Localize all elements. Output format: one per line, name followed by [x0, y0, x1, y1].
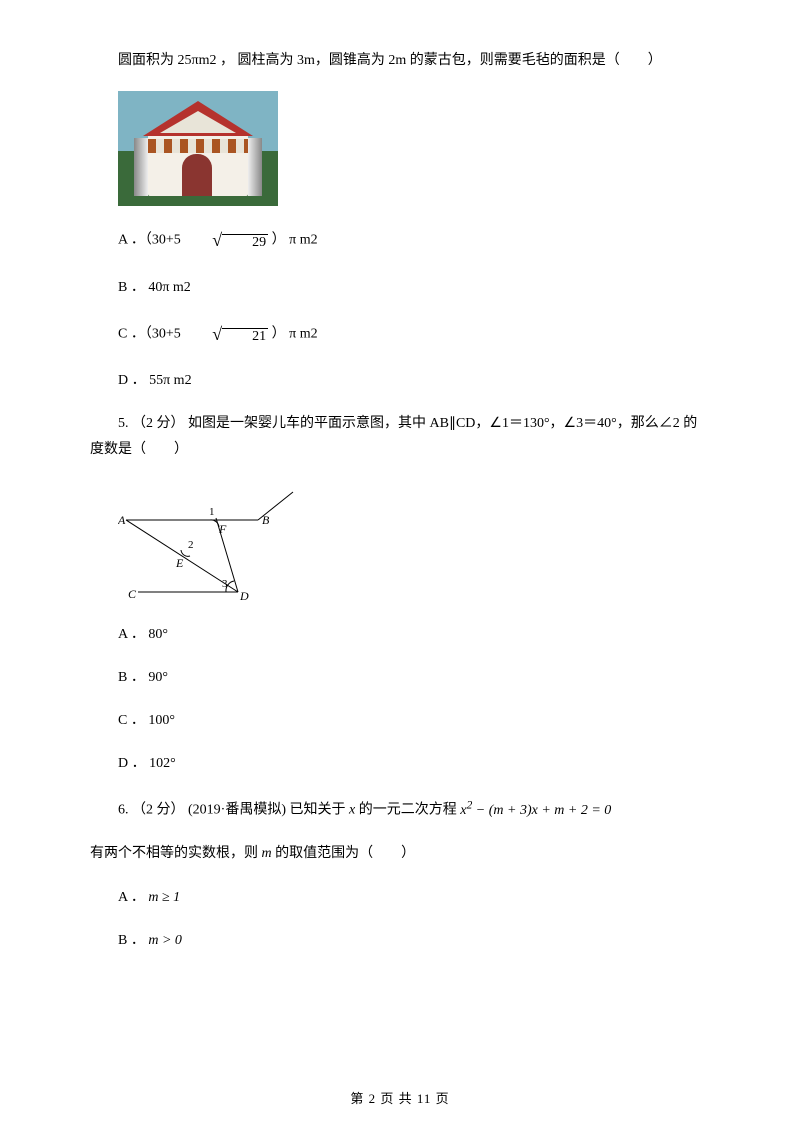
q4-c-suffix: ） π m2: [268, 326, 317, 341]
sqrt-icon: √21: [184, 318, 268, 350]
q6-b-pre: B ．: [118, 933, 148, 948]
q6-option-b: B ． m > 0: [90, 928, 710, 953]
q4-option-a: A ．（30+5 √29 ） π m2: [90, 224, 710, 256]
q4-option-d: D ． 55π m2: [90, 368, 710, 393]
q5-diagram: A B C D E F 1 2 3: [118, 480, 298, 610]
q6-option-a: A ． m ≥ 1: [90, 885, 710, 910]
label-b: B: [262, 513, 270, 527]
label-d: D: [239, 589, 249, 603]
label-f: F: [218, 522, 227, 536]
label-a: A: [118, 513, 126, 527]
q5-option-d: D ． 102°: [90, 751, 710, 776]
q4-option-b: B ． 40π m2: [90, 275, 710, 300]
q4-option-c: C ．（30+5 √21 ） π m2: [90, 318, 710, 350]
q4-intro: 圆面积为 25πm2 ， 圆柱高为 3m，圆锥高为 2m 的蒙古包，则需要毛毡的…: [90, 48, 710, 73]
q6-b-expr: m > 0: [148, 933, 182, 948]
q6-after1: 有两个不相等的实数根，则: [90, 846, 262, 861]
angle-2: 2: [188, 539, 194, 551]
label-e: E: [175, 556, 184, 570]
yurt-image: [118, 91, 278, 206]
q6-mid: 的一元二次方程: [355, 803, 460, 818]
var-m: m: [262, 846, 272, 861]
q6-before: 6. （2 分） (2019·番禺模拟) 已知关于: [118, 803, 349, 818]
q4-c-sqrt: 21: [222, 328, 268, 344]
q5-text: 5. （2 分） 如图是一架婴儿车的平面示意图，其中 AB∥CD，∠1＝130°…: [90, 411, 710, 461]
q4-a-prefix: A ．（30+5: [118, 233, 184, 248]
q6-after2: 的取值范围为（ ）: [272, 846, 416, 861]
q5-option-b: B ． 90°: [90, 665, 710, 690]
sqrt-icon: √29: [184, 224, 268, 256]
page-footer: 第 2 页 共 11 页: [0, 1087, 800, 1110]
q5-option-a: A ． 80°: [90, 622, 710, 647]
q6-text2: 有两个不相等的实数根，则 m 的取值范围为（ ）: [90, 841, 710, 866]
label-c: C: [128, 587, 137, 601]
angle-3: 3: [222, 578, 228, 590]
q4-a-suffix: ） π m2: [268, 233, 317, 248]
q6-a-expr: m ≥ 1: [148, 890, 180, 905]
q6-text: 6. （2 分） (2019·番禺模拟) 已知关于 x 的一元二次方程 x2 −…: [90, 794, 710, 823]
angle-1: 1: [209, 506, 215, 518]
q4-a-sqrt: 29: [222, 234, 268, 250]
q6-equation: x2 − (m + 3)x + m + 2 = 0: [460, 803, 611, 818]
q4-c-prefix: C ．（30+5: [118, 326, 184, 341]
q5-option-c: C ． 100°: [90, 708, 710, 733]
q6-a-pre: A ．: [118, 890, 148, 905]
